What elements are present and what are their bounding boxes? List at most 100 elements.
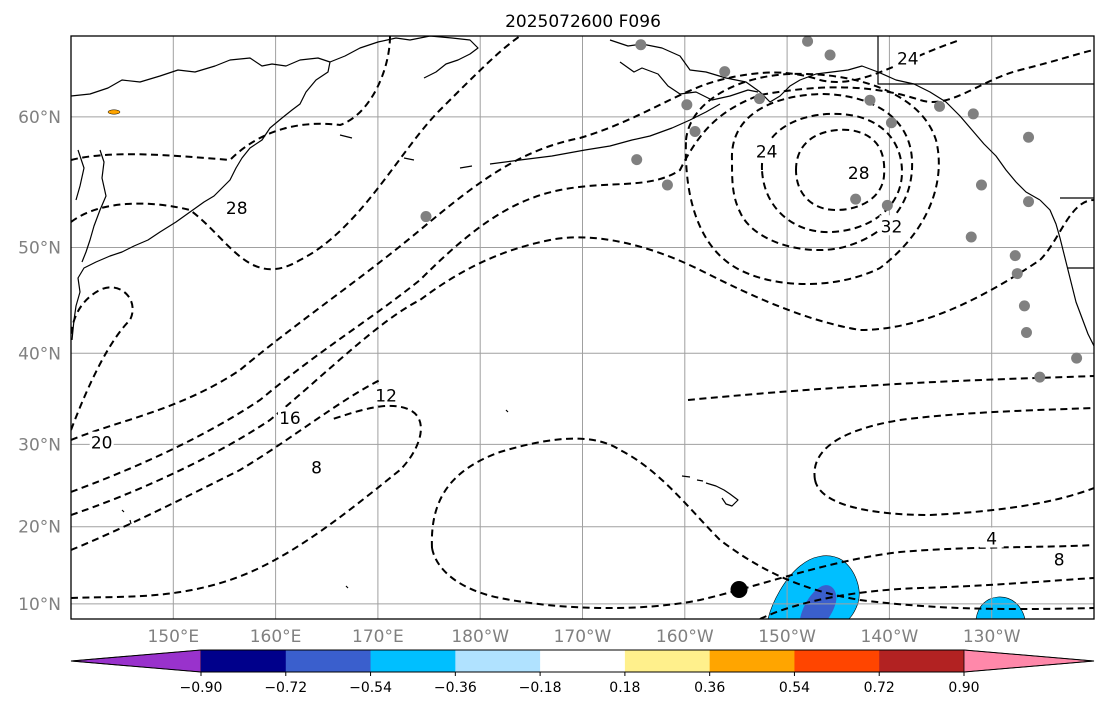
- colorbar-segment: [455, 650, 541, 672]
- shading-orange-spot: [107, 109, 121, 115]
- contour-label: 24: [754, 140, 779, 162]
- lon-tick-label: 180°W: [451, 627, 509, 647]
- lat-tick-label: 60°N: [18, 108, 61, 128]
- station-dot: [1071, 352, 1083, 364]
- contour-label-text: 24: [756, 142, 778, 162]
- station-dot: [753, 93, 765, 105]
- contour-line: [430, 437, 1094, 611]
- colorbar-segment: [370, 650, 456, 672]
- contour-line: [730, 92, 914, 252]
- colorbar-under-extension: [70, 649, 202, 673]
- station-dot: [864, 94, 876, 106]
- contour-label: 12: [374, 384, 399, 407]
- station-dot: [1020, 327, 1032, 339]
- lon-tick-label: 140°W: [861, 627, 919, 647]
- contour-label-text: 16: [279, 409, 301, 429]
- contour-line: [795, 128, 886, 212]
- coastline-small-islands: [121, 409, 509, 589]
- coastline-hawaii: [681, 475, 739, 507]
- lat-tick-label: 10°N: [18, 595, 61, 615]
- contour-labels: 28 24 28 32 24 20 16 12 8 4 8: [89, 47, 1072, 571]
- lon-tick-label: 150°W: [758, 627, 816, 647]
- station-dot: [802, 36, 814, 47]
- colorbar-segment: [540, 650, 626, 672]
- border-canada: [877, 36, 1094, 269]
- lon-tick-label: 170°E: [352, 627, 404, 647]
- contour-label: 8: [1047, 548, 1072, 571]
- figure-title: 2025072600 F096: [505, 12, 661, 32]
- station-dot: [965, 231, 977, 243]
- lon-tick-label: 170°W: [554, 627, 612, 647]
- colorbar: −0.90 −0.72 −0.54 −0.36 −0.18 0.18 0.36 0.54 0.7…: [70, 649, 1095, 696]
- contour-line: [71, 404, 422, 599]
- contour-label: 24: [895, 47, 920, 69]
- station-dot: [885, 117, 897, 129]
- map-frame: [70, 35, 1095, 620]
- lat-tick-label: 40°N: [18, 344, 61, 364]
- contour-label-text: 28: [848, 164, 870, 184]
- station-dot: [1018, 300, 1030, 312]
- lon-tick-label: 150°E: [147, 627, 199, 647]
- lon-tick-label: 130°W: [963, 627, 1021, 647]
- colorbar-tick-label: 0.90: [948, 680, 979, 696]
- contour-label-text: 20: [91, 434, 113, 454]
- station-dot: [719, 66, 731, 78]
- contour-line: [813, 407, 1094, 481]
- colorbar-tick-label: 0.72: [864, 680, 895, 696]
- contour-label-text: 28: [226, 199, 248, 219]
- shading-light-blue-region-west: [767, 555, 860, 619]
- coastline-japan: [81, 149, 107, 263]
- station-markers: [420, 36, 1083, 383]
- colorbar-tick-label: 0.54: [779, 680, 810, 696]
- station-dot: [967, 108, 979, 120]
- coastline-okhotsk: [329, 36, 479, 79]
- contour-line: [71, 36, 521, 271]
- station-dot: [1011, 268, 1023, 280]
- contour-line: [71, 49, 1094, 493]
- contour-label: 28: [846, 162, 871, 184]
- coastline-alaska-west: [619, 61, 759, 101]
- contour-label-text: 32: [881, 217, 903, 237]
- contour-line: [759, 577, 1094, 619]
- station-dot: [881, 199, 893, 211]
- contour-label: 20: [89, 431, 114, 454]
- contour-line: [814, 479, 1094, 517]
- coastline-north-america-west: [1039, 199, 1094, 347]
- station-dot: [420, 211, 432, 223]
- station-dot: [1023, 196, 1035, 208]
- coastline-asia: [71, 57, 331, 341]
- lon-tick-label: 160°W: [656, 627, 714, 647]
- lat-tick-label: 20°N: [18, 518, 61, 538]
- colorbar-tick-label: −0.54: [349, 680, 392, 696]
- colorbar-tick-label: −0.18: [519, 680, 562, 696]
- colorbar-tick-label: −0.72: [264, 680, 307, 696]
- station-dot: [1009, 250, 1021, 262]
- map-area: 28 24 28 32 24 20 16 12 8 4 8: [71, 36, 1094, 619]
- coastline-sakhalin: [75, 149, 85, 201]
- station-dot: [689, 126, 701, 138]
- lat-tick-label: 50°N: [18, 239, 61, 259]
- station-dot: [934, 100, 946, 112]
- lon-tick-label: 160°E: [250, 627, 302, 647]
- colorbar-tick-label: 0.18: [609, 680, 640, 696]
- colorbar-segment: [879, 650, 965, 672]
- station-dot: [661, 179, 673, 191]
- contour-label-text: 12: [375, 387, 397, 407]
- contour-label-text: 8: [1054, 551, 1065, 571]
- contour-line: [71, 199, 1094, 516]
- coastline-aleutians: [339, 103, 721, 169]
- contour-label: 28: [224, 196, 249, 219]
- colorbar-tick-label: −0.90: [180, 680, 223, 696]
- station-dot: [1023, 131, 1035, 143]
- contour-line: [760, 112, 904, 234]
- station-dot: [635, 39, 647, 51]
- contour-label-text: 4: [986, 530, 997, 550]
- station-dot: [631, 154, 643, 166]
- colorbar-segment: [201, 650, 287, 672]
- station-dot: [975, 179, 987, 191]
- contour-label: 8: [304, 456, 329, 478]
- contour-line: [71, 36, 391, 162]
- longitude-axis-labels: 150°E 160°E 170°E 180°W 170°W 160°W 150°W 140°W…: [147, 627, 1020, 647]
- coastlines: [71, 36, 1094, 589]
- contour-label: 4: [979, 527, 1004, 550]
